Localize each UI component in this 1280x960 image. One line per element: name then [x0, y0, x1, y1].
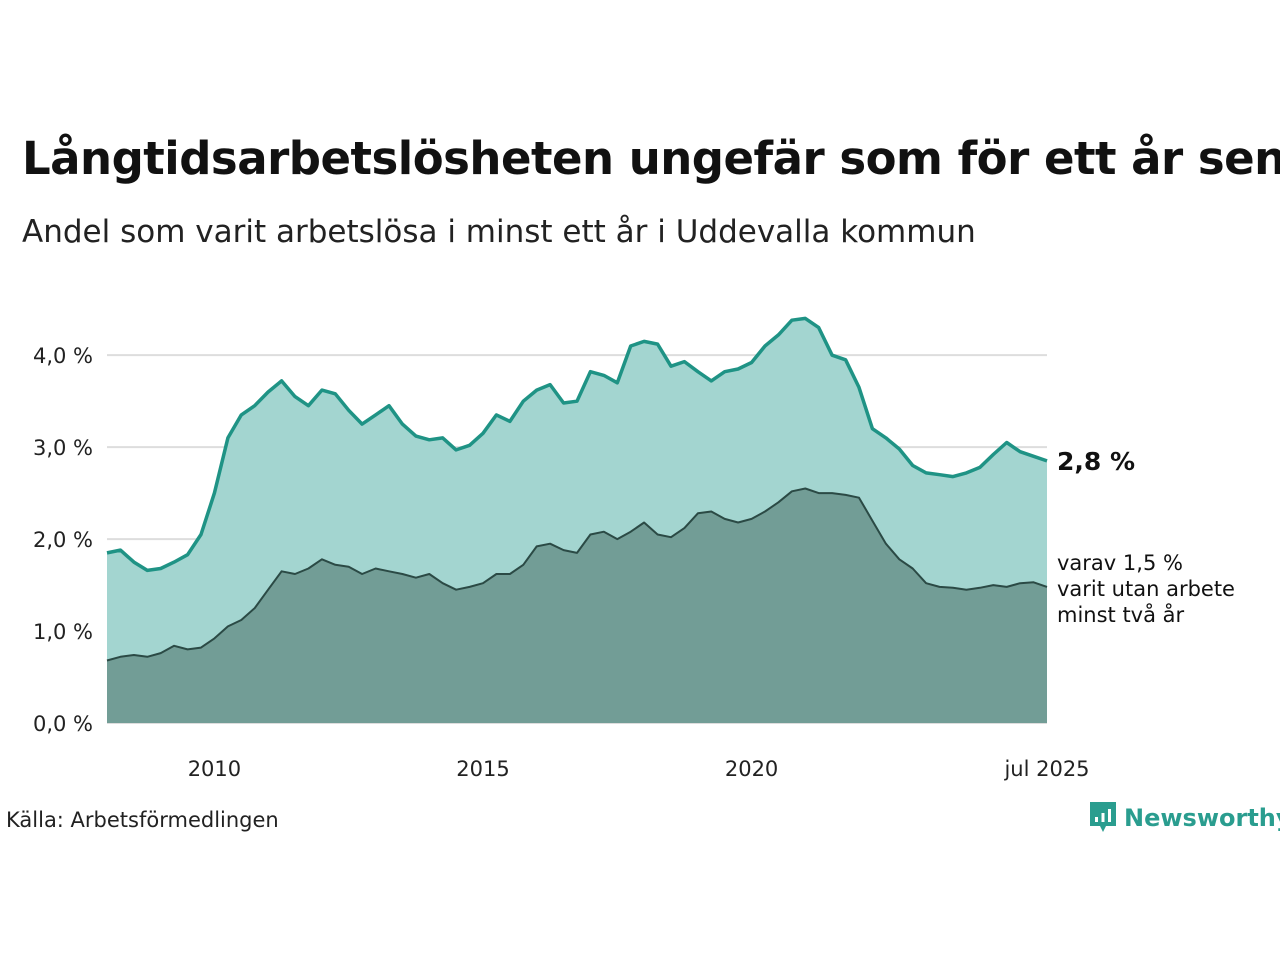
- source-note: Källa: Arbetsförmedlingen: [6, 808, 279, 832]
- area-layer: [106, 316, 1048, 723]
- y-tick-label: 2,0 %: [33, 528, 93, 552]
- chart-subtitle: Andel som varit arbetslösa i minst ett å…: [22, 214, 976, 250]
- end-value-label: 2,8 %: [1057, 447, 1135, 476]
- brand-logo[interactable]: Newsworthy: [1088, 800, 1280, 836]
- brand-name: Newsworthy: [1124, 804, 1280, 832]
- x-tick-label: 2015: [456, 757, 509, 781]
- secondary-annotation-line: minst två år: [1057, 602, 1185, 627]
- y-tick-label: 1,0 %: [33, 620, 93, 644]
- x-tick-label: 2020: [725, 757, 778, 781]
- chart-title: Långtidsarbetslösheten ungefär som för e…: [22, 132, 1280, 185]
- two-year-unemployment-area: [107, 488, 1047, 723]
- x-tick-label: 2010: [188, 757, 241, 781]
- x-tick-label: jul 2025: [1003, 757, 1089, 781]
- y-tick-label: 0,0 %: [33, 712, 93, 736]
- two-year-unemployment-line: [106, 487, 1048, 662]
- newsworthy-icon: [1090, 802, 1116, 832]
- label-layer: 0,0 % 1,0 % 2,0 % 3,0 % 4,0 % 2010 2015 2020 jul…: [33, 344, 1235, 781]
- area-chart: 0,0 % 1,0 % 2,0 % 3,0 % 4,0 % 2010 2015 2020 jul…: [33, 316, 1235, 781]
- y-tick-label: 3,0 %: [33, 436, 93, 460]
- secondary-annotation-line: varav 1,5 %: [1057, 551, 1183, 575]
- y-tick-label: 4,0 %: [33, 344, 93, 368]
- long-term-unemployment-line: [106, 316, 1048, 573]
- secondary-annotation-line: varit utan arbete: [1057, 577, 1235, 601]
